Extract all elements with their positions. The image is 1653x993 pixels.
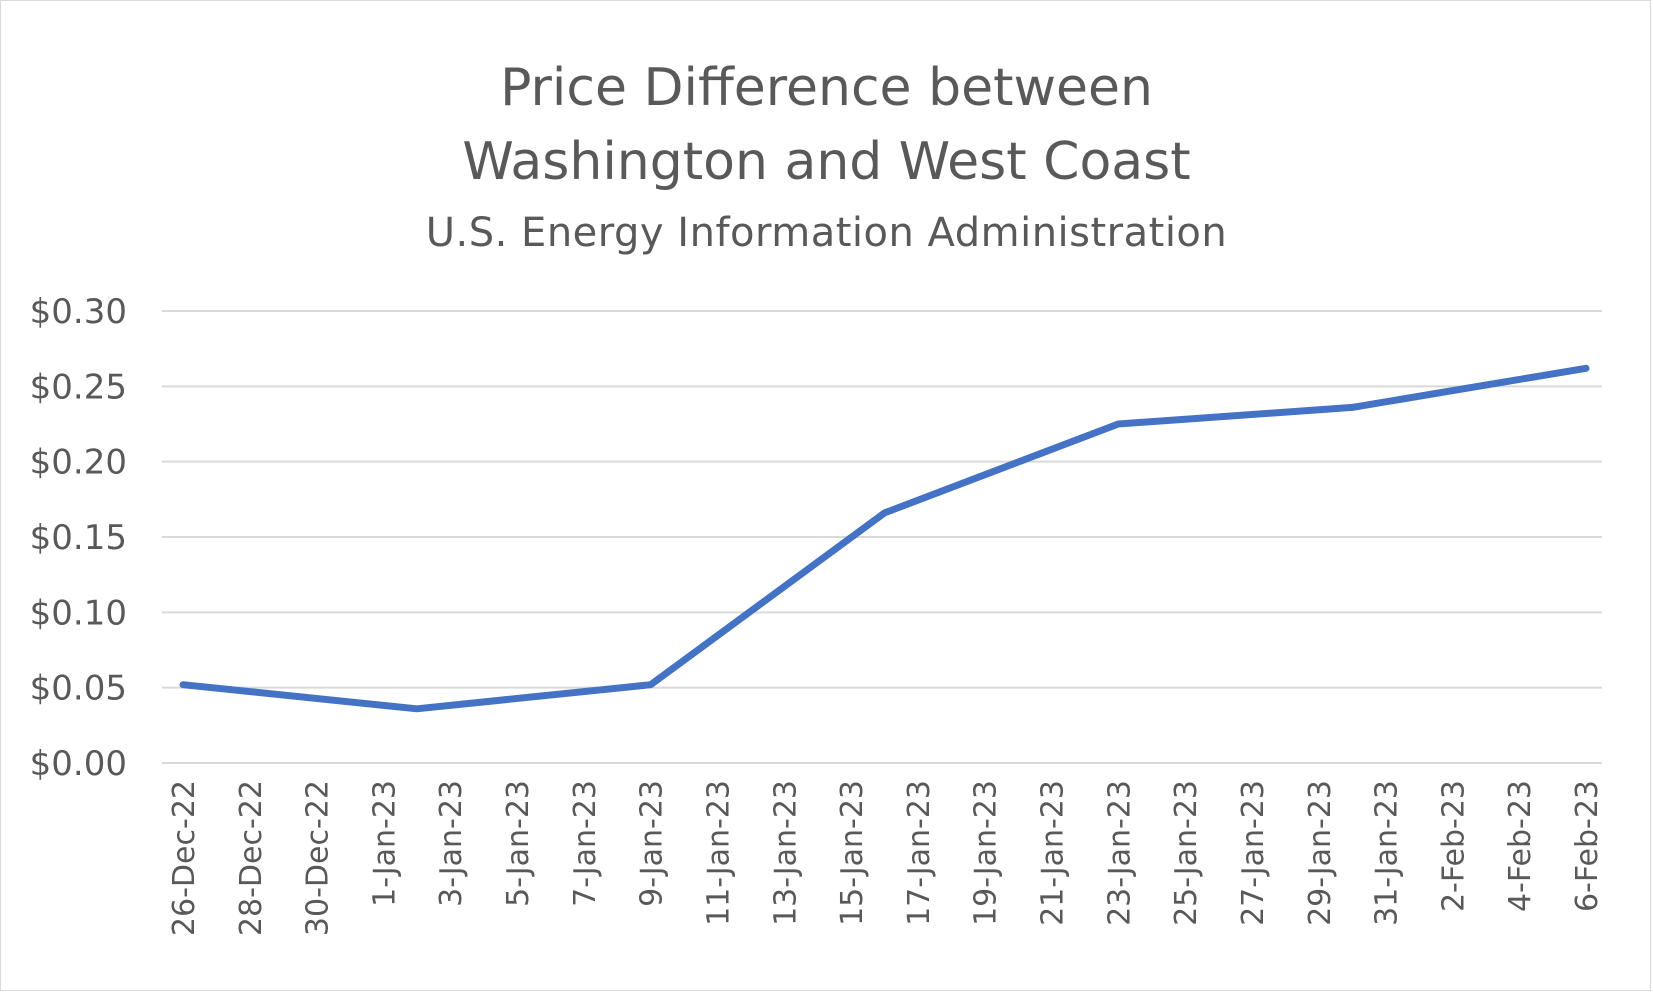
x-tick-label: 2-Feb-23 <box>1436 780 1471 912</box>
x-tick-label: 30-Dec-22 <box>301 780 336 936</box>
x-tick-label: 9-Jan-23 <box>635 780 670 907</box>
x-tick-label: 31-Jan-23 <box>1370 780 1405 926</box>
x-tick-label: 1-Jan-23 <box>367 780 402 907</box>
x-tick-label: 5-Jan-23 <box>501 780 536 907</box>
x-tick-label: 4-Feb-23 <box>1503 780 1538 912</box>
chart-title-line-1: Price Difference between <box>500 58 1153 118</box>
y-tick-label: $0.10 <box>30 593 127 633</box>
y-tick-label: $0.20 <box>30 443 127 483</box>
x-tick-label: 6-Feb-23 <box>1570 780 1605 912</box>
x-tick-label: 11-Jan-23 <box>701 780 736 926</box>
y-tick-label: $0.00 <box>30 744 127 784</box>
chart-title-line-2: Washington and West Coast <box>462 132 1191 192</box>
y-tick-label: $0.25 <box>30 367 127 407</box>
series-line <box>179 364 1590 713</box>
x-tick-label: 26-Dec-22 <box>167 780 202 936</box>
y-axis-tick-labels: $0.00 $0.05 $0.10 $0.15 $0.20 $0.25 $0.30 <box>30 292 127 784</box>
x-tick-label: 3-Jan-23 <box>434 780 469 907</box>
x-tick-label: 23-Jan-23 <box>1102 780 1137 926</box>
x-tick-label: 19-Jan-23 <box>969 780 1004 926</box>
series-layer <box>179 364 1590 713</box>
x-tick-label: 15-Jan-23 <box>835 780 870 926</box>
x-tick-label: 21-Jan-23 <box>1036 780 1071 926</box>
x-tick-label: 25-Jan-23 <box>1169 780 1204 926</box>
x-tick-label: 29-Jan-23 <box>1303 780 1338 926</box>
gridlines <box>162 310 1602 764</box>
y-tick-label: $0.15 <box>30 518 127 558</box>
x-axis-tick-labels: 26-Dec-22 28-Dec-22 30-Dec-22 1-Jan-23 3-Jan… <box>167 780 1605 936</box>
x-tick-label: 17-Jan-23 <box>902 780 937 926</box>
chart-subtitle: U.S. Energy Information Administration <box>425 210 1228 256</box>
x-tick-label: 27-Jan-23 <box>1236 780 1271 926</box>
x-tick-label: 28-Dec-22 <box>234 780 269 936</box>
x-tick-label: 7-Jan-23 <box>568 780 603 907</box>
y-tick-label: $0.05 <box>30 669 127 709</box>
x-tick-label: 13-Jan-23 <box>768 780 803 926</box>
y-tick-label: $0.30 <box>30 292 127 332</box>
